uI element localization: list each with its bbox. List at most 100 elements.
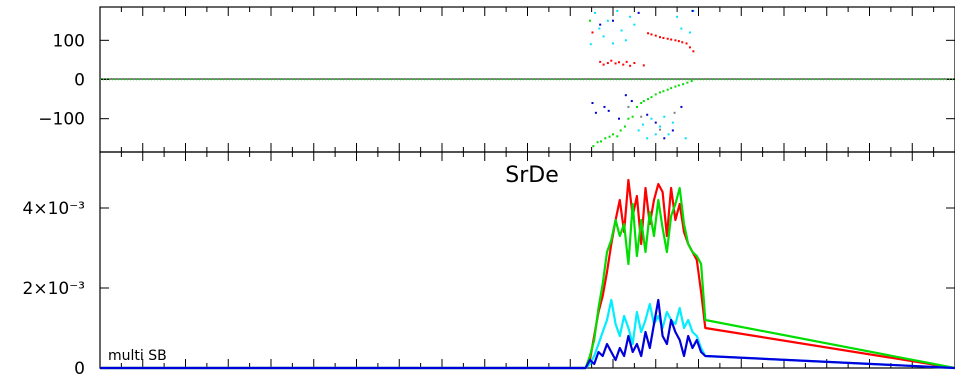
phase-point	[684, 137, 687, 140]
phase-point	[659, 125, 662, 128]
phase-point	[666, 88, 669, 91]
phase-panel: 100 0 −100	[38, 6, 955, 153]
phase-point	[616, 135, 619, 138]
phase-point	[616, 9, 619, 12]
phase-point	[591, 31, 594, 34]
phase-point	[671, 129, 674, 132]
phase-point	[662, 36, 665, 39]
phase-point	[688, 31, 691, 34]
phase-point	[608, 135, 611, 138]
phase-point	[670, 38, 673, 41]
phase-point	[637, 129, 640, 132]
phase-point	[682, 83, 685, 86]
amplitude-panel-annotation: multi SB	[108, 348, 167, 364]
phase-point	[594, 111, 597, 114]
phase-point	[625, 60, 628, 63]
y-tick-label: 4×10⁻³	[23, 199, 85, 219]
phase-point	[589, 43, 592, 46]
phase-point	[619, 129, 622, 132]
phase-point	[592, 145, 595, 148]
phase-point	[663, 137, 666, 140]
y-tick-label: 0	[74, 71, 85, 91]
phase-point	[640, 102, 643, 105]
phase-point	[659, 36, 662, 39]
phase-point	[642, 100, 645, 103]
amplitude-series-line	[100, 186, 955, 370]
phase-point	[604, 137, 607, 140]
phase-point	[691, 9, 694, 12]
phase-point	[667, 133, 670, 136]
amplitude-panel-title: SrDe	[505, 163, 559, 188]
phase-point	[622, 63, 625, 66]
phase-point	[692, 50, 695, 53]
phase-point	[662, 90, 665, 93]
phase-point	[674, 85, 677, 88]
phase-point	[647, 98, 650, 101]
phase-point	[671, 121, 674, 124]
phase-point	[629, 64, 632, 67]
amplitude-panel: SrDe multi SB 4×10⁻³ 2×10⁻³ 0	[23, 151, 955, 379]
phase-point	[654, 133, 657, 136]
phase-point	[627, 117, 630, 120]
phase-point	[633, 62, 636, 65]
phase-point	[650, 96, 653, 99]
phase-point	[627, 105, 630, 108]
phase-point	[666, 37, 669, 40]
phase-x-ticks	[99, 7, 955, 152]
phase-series	[100, 9, 955, 148]
phase-y-ticks: 100 0 −100	[38, 31, 955, 130]
phase-point	[646, 113, 649, 116]
phase-point	[681, 41, 684, 44]
phase-point	[599, 23, 602, 26]
phase-point	[606, 19, 609, 22]
phase-point	[600, 140, 603, 143]
phase-point	[680, 27, 683, 30]
phase-point	[640, 115, 643, 118]
phase-point	[677, 84, 680, 87]
phase-point	[607, 109, 610, 112]
amplitude-series-line	[100, 298, 955, 370]
phase-point	[680, 105, 683, 108]
amplitude-series	[100, 178, 955, 370]
phase-point	[654, 34, 657, 37]
phase-point	[602, 63, 605, 66]
phase-point	[617, 117, 620, 120]
phase-point	[602, 35, 605, 38]
phase-point	[654, 121, 657, 124]
phase-point	[591, 102, 594, 105]
amplitude-series-line	[100, 298, 955, 370]
phase-point	[614, 62, 617, 65]
y-tick-label: 2×10⁻³	[23, 279, 85, 299]
phase-point	[612, 133, 614, 136]
phase-point	[617, 61, 620, 64]
phase-point	[630, 100, 633, 103]
phase-point	[647, 32, 650, 35]
amplitude-y-ticks: 4×10⁻³ 2×10⁻³ 0	[23, 199, 955, 379]
phase-point	[646, 137, 649, 140]
phase-point	[674, 39, 677, 42]
y-tick-label: −100	[38, 110, 85, 130]
phase-point	[635, 105, 638, 108]
phase-point	[642, 64, 645, 67]
phase-point	[641, 123, 644, 126]
phase-point	[663, 115, 666, 118]
phase-point	[612, 42, 614, 45]
phase-point	[620, 29, 623, 32]
phase-point	[637, 11, 640, 14]
phase-point	[650, 33, 653, 36]
phase-point	[598, 27, 601, 30]
phase-point	[650, 117, 653, 120]
y-tick-label: 100	[53, 31, 85, 51]
phase-point	[654, 93, 657, 96]
phase-point	[610, 59, 613, 62]
phase-point	[670, 87, 673, 90]
amplitude-series-line	[100, 178, 955, 370]
phase-point	[612, 19, 614, 22]
phase-point	[606, 62, 609, 65]
phase-point	[688, 46, 691, 49]
phase-point	[624, 39, 627, 42]
phase-point	[686, 81, 689, 84]
phase-point	[677, 40, 680, 43]
y-tick-label: 0	[74, 359, 85, 379]
